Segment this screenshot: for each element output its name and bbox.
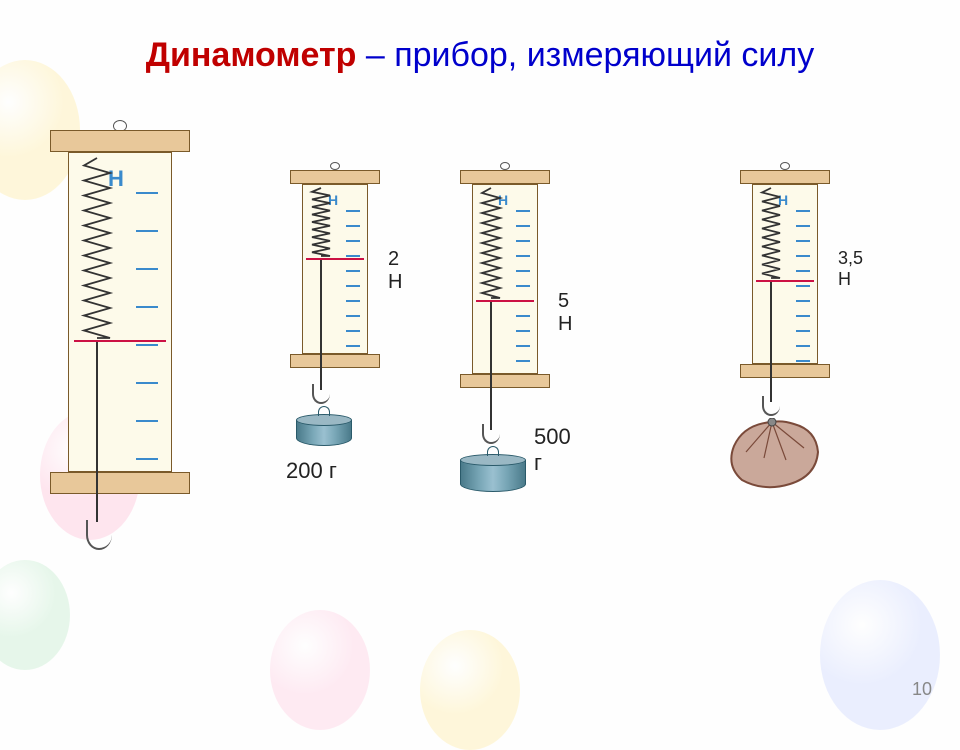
- weight-cylinder: [296, 420, 352, 446]
- spring-icon: [762, 188, 780, 283]
- scale-tick: [796, 360, 810, 362]
- hanging-ring: [500, 162, 510, 170]
- scale-tick: [516, 330, 530, 332]
- frame-bottom: [50, 472, 190, 494]
- scale-tick: [796, 300, 810, 302]
- hanging-ring: [330, 162, 340, 170]
- scale-tick: [516, 225, 530, 227]
- pull-rod: [320, 260, 322, 390]
- scale-tick: [346, 330, 360, 332]
- scale-tick: [136, 420, 158, 422]
- spring-icon: [312, 188, 330, 261]
- pull-rod: [490, 302, 492, 430]
- frame-bottom: [290, 354, 380, 368]
- scale-tick: [346, 270, 360, 272]
- title-rest: – прибор, измеряющий силу: [356, 36, 814, 74]
- force-reading: 2 H: [388, 248, 402, 294]
- scale-tick: [796, 255, 810, 257]
- hook-icon: [86, 520, 112, 550]
- scale-tick: [516, 270, 530, 272]
- scale-tick: [516, 285, 530, 287]
- weight-label: 200 г: [286, 458, 337, 484]
- scale-tick: [796, 345, 810, 347]
- weight-cylinder: [460, 460, 526, 492]
- scale-tick: [136, 382, 158, 384]
- weight-label: 500 г: [534, 424, 571, 476]
- scale-tick: [346, 345, 360, 347]
- scale-tick: [796, 285, 810, 287]
- scale-tick: [346, 285, 360, 287]
- scale-tick: [346, 300, 360, 302]
- diagram-area: HH2 H200 гH5 H500 гH3,5 H: [0, 130, 960, 630]
- scale-tick: [516, 315, 530, 317]
- page-number: 10: [912, 679, 932, 700]
- frame-top: [460, 170, 550, 184]
- force-reading: 5 H: [558, 290, 572, 336]
- frame-bottom: [740, 364, 830, 378]
- scale-tick: [796, 210, 810, 212]
- indicator-line: [74, 340, 166, 342]
- scale-tick: [796, 240, 810, 242]
- hook-icon: [482, 424, 500, 444]
- frame-bottom: [460, 374, 550, 388]
- indicator-line: [756, 280, 814, 282]
- scale-tick: [516, 240, 530, 242]
- hanging-ring: [780, 162, 790, 170]
- scale-tick: [796, 225, 810, 227]
- hook-icon: [312, 384, 330, 404]
- force-reading: 3,5 H: [838, 248, 863, 290]
- scale-tick: [516, 360, 530, 362]
- spring-icon: [482, 188, 500, 303]
- scale-tick: [346, 255, 360, 257]
- scale-tick: [346, 240, 360, 242]
- scale-tick: [796, 270, 810, 272]
- scale-tick: [136, 306, 158, 308]
- scale-tick: [516, 210, 530, 212]
- frame-top: [50, 130, 190, 152]
- spring-icon: [84, 158, 110, 343]
- scale-tick: [346, 225, 360, 227]
- scale-tick: [516, 255, 530, 257]
- scale-tick: [346, 315, 360, 317]
- frame-top: [740, 170, 830, 184]
- indicator-line: [476, 300, 534, 302]
- page-title: Динамометр – прибор, измеряющий силу: [0, 36, 960, 75]
- title-highlight: Динамометр: [146, 36, 357, 74]
- pull-rod: [96, 342, 98, 522]
- pull-rod: [770, 282, 772, 402]
- scale-tick: [136, 344, 158, 346]
- scale-tick: [136, 458, 158, 460]
- hook-icon: [762, 396, 780, 416]
- scale-tick: [796, 315, 810, 317]
- frame-top: [290, 170, 380, 184]
- scale-tick: [136, 230, 158, 232]
- indicator-line: [306, 258, 364, 260]
- scale-tick: [516, 345, 530, 347]
- scale-tick: [136, 192, 158, 194]
- balloon-decoration: [420, 630, 520, 750]
- scale-tick: [136, 268, 158, 270]
- scale-tick: [346, 210, 360, 212]
- scale-tick: [796, 330, 810, 332]
- weight-stone: [724, 418, 824, 495]
